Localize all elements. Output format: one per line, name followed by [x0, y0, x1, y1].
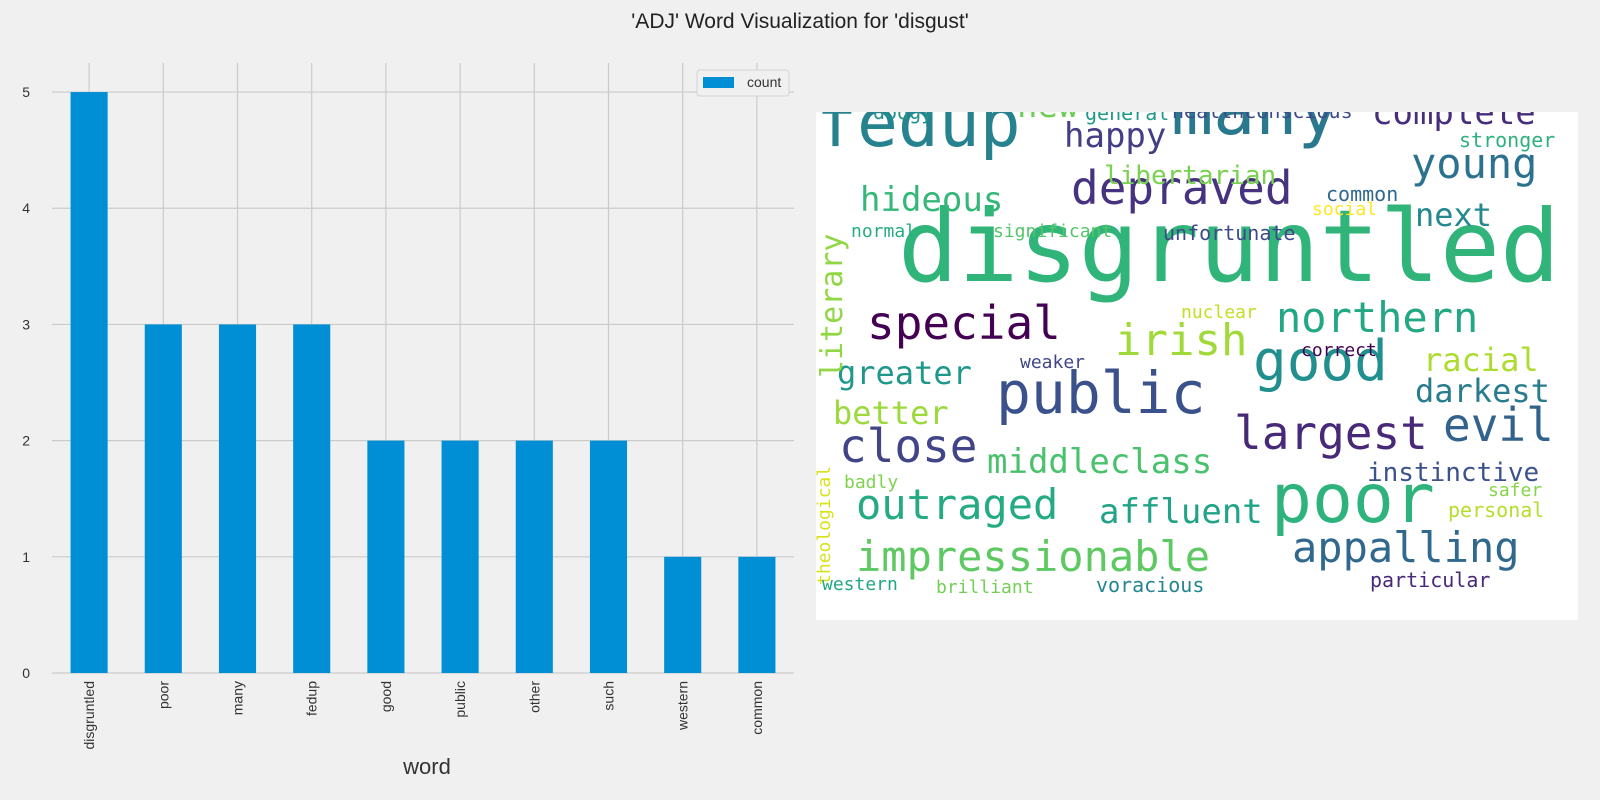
cloud-word-young: young: [1411, 139, 1538, 188]
x-tick-label-disgruntled: disgruntled: [81, 681, 97, 750]
bar-chart: 0 1 2 3 4 5 disgruntled poor many fedup good public…: [22, 63, 794, 779]
cloud-word-public: public: [996, 359, 1206, 427]
y-tick-label: 2: [22, 433, 30, 449]
cloud-word-irish: irish: [1115, 315, 1248, 366]
cloud-word-stronger: stronger: [1459, 128, 1556, 152]
cloud-word-impressionable: impressionable: [856, 532, 1211, 581]
cloud-word-middleclass: middleclass: [987, 442, 1213, 482]
cloud-word-close: close: [839, 419, 978, 473]
cloud-word-libertarian: libertarian: [1104, 161, 1277, 191]
bar-good: [367, 440, 405, 673]
cloud-word-voracious: voracious: [1096, 573, 1205, 597]
bar-such: [589, 440, 628, 673]
cloud-word-happy: happy: [1064, 116, 1167, 156]
bar-fedup: [293, 324, 331, 673]
cloud-word-healthconscious: healthconscious: [1172, 112, 1353, 121]
bar-poor: [144, 324, 182, 673]
cloud-word-instinctive: instinctive: [1367, 458, 1540, 488]
cloud-word-weaker: weaker: [1020, 352, 1086, 373]
cloud-word-particular: particular: [1370, 568, 1491, 592]
bar-many: [218, 324, 257, 673]
cloud-word-racial: racial: [1423, 341, 1539, 379]
cloud-word-brilliant: brilliant: [936, 577, 1034, 598]
bar-other: [515, 440, 553, 673]
x-tick-label-such: such: [601, 681, 617, 711]
cloud-word-better: better: [833, 394, 949, 432]
bar-public: [441, 440, 479, 673]
cloud-word-correct: correct: [1301, 340, 1377, 361]
y-tick-label: 4: [22, 200, 30, 216]
cloud-word-evil: evil: [1443, 398, 1554, 452]
cloud-word-northern: northern: [1276, 293, 1479, 342]
cloud-word-general: general: [1085, 112, 1170, 125]
x-tick-label-many: many: [230, 681, 246, 715]
cloud-word-appalling: appalling: [1292, 523, 1520, 572]
word-cloud: disgruntled poor many fedup public good deprav…: [816, 112, 1578, 620]
cloud-word-new: new: [1017, 112, 1078, 123]
cloud-word-largest: largest: [1234, 406, 1428, 460]
legend-box: [696, 69, 790, 97]
cloud-word-complete: complete: [1372, 112, 1536, 133]
cloud-word-unfortunate: unfortunate: [1163, 221, 1296, 245]
x-tick-label-other: other: [526, 681, 542, 713]
bar-western: [664, 556, 702, 673]
cloud-word-social: social: [1312, 199, 1378, 220]
cloud-word-significant: significant: [993, 221, 1113, 242]
y-tick-label: 5: [22, 84, 30, 100]
cloud-word-common: common: [1326, 182, 1399, 206]
cloud-word-literary: literary: [816, 233, 850, 379]
x-tick-label-public: public: [452, 681, 468, 718]
x-tick-label-common: common: [749, 681, 765, 735]
cloud-word-disgruntled: disgruntled: [898, 188, 1561, 305]
cloud-word-next: next: [1415, 196, 1493, 234]
cloud-word-dodgy: dodgy: [873, 112, 934, 124]
cloud-word-affluent: affluent: [1099, 492, 1263, 532]
bar-disgruntled: [70, 92, 108, 674]
y-tick-label: 3: [22, 316, 30, 332]
cloud-word-greater: greater: [837, 354, 972, 392]
legend-swatch: [703, 77, 734, 88]
x-axis-label: word: [402, 754, 451, 779]
y-tick-label: 1: [22, 549, 30, 565]
cloud-word-poor: poor: [1271, 460, 1435, 539]
cloud-word-personal: personal: [1448, 498, 1545, 522]
cloud-word-theological: theological: [816, 465, 835, 585]
cloud-word-depraved: depraved: [1071, 161, 1293, 215]
cloud-word-special: special: [867, 296, 1061, 350]
figure-title: 'ADJ' Word Visualization for 'disgust': [631, 10, 969, 33]
cloud-word-many: many: [1171, 112, 1340, 145]
cloud-word-good: good: [1253, 329, 1388, 394]
x-tick-label-fedup: fedup: [304, 681, 320, 716]
legend-label: count: [747, 74, 781, 90]
cloud-word-normal: normal: [851, 221, 917, 242]
cloud-word-hideous: hideous: [860, 180, 1004, 220]
cloud-word-nuclear: nuclear: [1181, 302, 1257, 323]
cloud-word-western: western: [822, 574, 898, 595]
y-tick-label: 0: [22, 665, 30, 681]
cloud-word-outraged: outraged: [856, 480, 1059, 529]
bar-common: [738, 556, 776, 673]
x-tick-label-poor: poor: [155, 681, 171, 709]
x-tick-label-western: western: [675, 681, 691, 731]
cloud-word-badly: badly: [844, 472, 899, 493]
cloud-word-fedup: fedup: [816, 112, 1021, 163]
cloud-word-safer: safer: [1488, 480, 1543, 501]
cloud-word-darkest: darkest: [1415, 372, 1550, 410]
x-tick-label-good: good: [378, 681, 394, 712]
